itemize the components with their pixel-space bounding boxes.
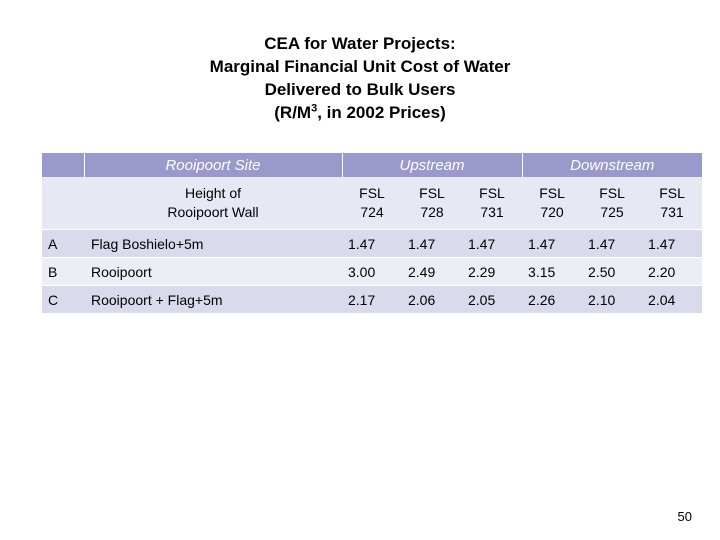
header-downstream: Downstream — [521, 153, 703, 177]
row-value: 3.00 — [342, 257, 402, 286]
row-value: 2.04 — [642, 285, 703, 313]
row-code: C — [42, 285, 84, 313]
header-site: Rooipoort Site — [83, 153, 342, 177]
row-value: 2.17 — [342, 285, 402, 313]
row-site: Rooipoort — [84, 257, 342, 286]
title-line-4: (R/M3, in 2002 Prices) — [0, 101, 720, 124]
row-value: 2.49 — [402, 257, 462, 286]
subheader-height-line2: Rooipoort Wall — [167, 204, 259, 220]
fsl-level: 725 — [600, 204, 624, 220]
table-header-row: Rooipoort Site Upstream Downstream — [42, 153, 703, 177]
fsl-label: FSL — [479, 185, 505, 201]
fsl-label: FSL — [659, 185, 685, 201]
row-code: B — [42, 257, 84, 286]
subheader-fsl-3: FSL 720 — [522, 177, 583, 230]
row-value: 1.47 — [642, 229, 703, 258]
slide-title: CEA for Water Projects: Marginal Financi… — [0, 32, 720, 124]
fsl-level: 731 — [660, 204, 684, 220]
header-upstream: Upstream — [341, 153, 523, 177]
row-value: 2.26 — [522, 285, 583, 313]
row-value: 2.06 — [402, 285, 462, 313]
title-line-2: Marginal Financial Unit Cost of Water — [209, 57, 511, 76]
page-number: 50 — [677, 509, 692, 524]
fsl-level: 728 — [420, 204, 444, 220]
subheader-fsl-1: FSL 728 — [402, 177, 462, 230]
fsl-level: 731 — [480, 204, 504, 220]
cost-table: Rooipoort Site Upstream Downstream Heigh… — [42, 153, 703, 313]
row-value: 2.50 — [582, 257, 643, 286]
row-value: 1.47 — [402, 229, 462, 258]
title-unit-prefix: (R/M — [274, 103, 312, 122]
title-unit-exponent: 3 — [311, 102, 318, 115]
fsl-label: FSL — [419, 185, 445, 201]
row-site: Flag Boshielo+5m — [84, 229, 342, 258]
row-value: 1.47 — [342, 229, 402, 258]
row-value: 2.10 — [582, 285, 643, 313]
row-value: 2.20 — [642, 257, 703, 286]
subheader-blank-cell — [42, 177, 84, 230]
subheader-height: Height of Rooipoort Wall — [84, 177, 342, 230]
title-line-1: CEA for Water Projects: — [264, 34, 456, 53]
table-row: A Flag Boshielo+5m 1.47 1.47 1.47 1.47 1.47 1.4… — [42, 229, 703, 258]
table-subheader-row: Height of Rooipoort Wall FSL 724 FSL 728 FSL 7… — [42, 177, 703, 230]
row-code: A — [42, 229, 84, 258]
table-row: B Rooipoort 3.00 2.49 2.29 3.15 2.50 2.20 — [42, 257, 703, 286]
fsl-level: 724 — [360, 204, 384, 220]
subheader-fsl-2: FSL 731 — [462, 177, 523, 230]
subheader-fsl-4: FSL 725 — [582, 177, 643, 230]
subheader-height-line1: Height of — [184, 185, 242, 201]
title-unit-suffix: , in 2002 Prices) — [317, 103, 446, 122]
row-value: 1.47 — [462, 229, 523, 258]
subheader-fsl-5: FSL 731 — [642, 177, 703, 230]
row-value: 2.05 — [462, 285, 523, 313]
row-value: 3.15 — [522, 257, 583, 286]
subheader-fsl-0: FSL 724 — [342, 177, 402, 230]
row-value: 2.29 — [462, 257, 523, 286]
row-value: 1.47 — [582, 229, 643, 258]
fsl-level: 720 — [540, 204, 564, 220]
table-row: C Rooipoort + Flag+5m 2.17 2.06 2.05 2.26 2.10… — [42, 285, 703, 313]
fsl-label: FSL — [539, 185, 565, 201]
fsl-label: FSL — [359, 185, 385, 201]
header-blank-cell — [42, 153, 84, 177]
fsl-label: FSL — [599, 185, 625, 201]
row-value: 1.47 — [522, 229, 583, 258]
title-line-3: Delivered to Bulk Users — [264, 80, 456, 99]
row-site: Rooipoort + Flag+5m — [84, 285, 342, 313]
